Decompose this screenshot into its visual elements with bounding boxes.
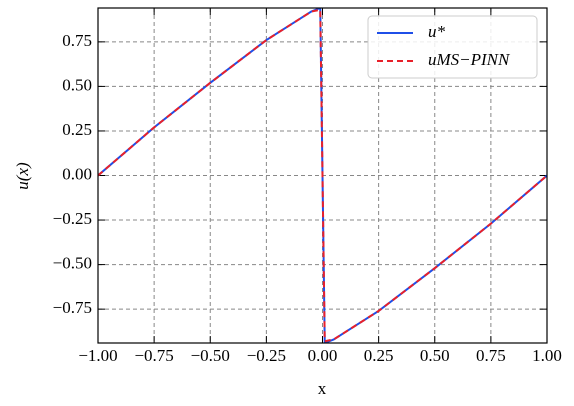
legend-label: u* — [428, 22, 446, 41]
x-tick-label: −0.50 — [191, 346, 230, 365]
y-tick-label: −0.25 — [53, 209, 92, 228]
x-tick-label: 1.00 — [532, 346, 562, 365]
line-series — [98, 8, 547, 343]
y-tick-label: −0.50 — [53, 254, 92, 273]
x-tick-label: −1.00 — [78, 346, 117, 365]
y-tick-label: 0.00 — [62, 164, 92, 183]
y-tick-label: 0.75 — [62, 31, 92, 50]
legend-label: uMS−PINN — [428, 50, 511, 69]
x-tick-label: −0.25 — [247, 346, 286, 365]
plot-frame — [97, 7, 548, 344]
y-tick-label: 0.25 — [62, 120, 92, 139]
x-tick-label: 0.00 — [308, 346, 338, 365]
x-tick-label: 0.75 — [476, 346, 506, 365]
x-axis-label: x — [318, 379, 327, 398]
x-tick-label: 0.50 — [420, 346, 450, 365]
plot-area — [98, 8, 547, 343]
legend-box — [367, 15, 538, 79]
y-tick-label: −0.75 — [53, 298, 92, 317]
x-tick-label: −0.75 — [134, 346, 173, 365]
y-tick-label: 0.50 — [62, 75, 92, 94]
x-tick-label: 0.25 — [364, 346, 394, 365]
y-axis-label: u(x) — [13, 162, 32, 190]
